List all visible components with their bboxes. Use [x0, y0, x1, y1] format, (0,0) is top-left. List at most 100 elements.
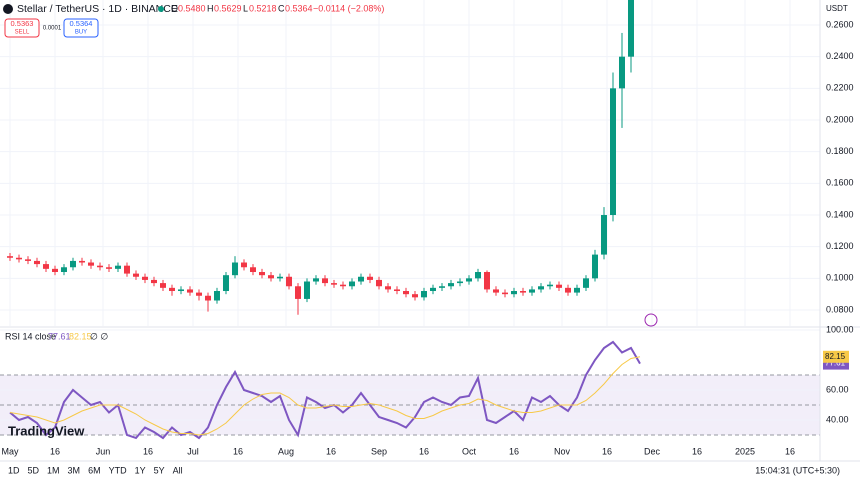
clock: 15:04:31 (UTC+5:30)	[755, 465, 840, 475]
candle-body	[384, 286, 391, 290]
x-tick-label: Jun	[96, 446, 111, 456]
x-tick-label: 16	[50, 446, 60, 456]
buy-label: BUY	[75, 30, 87, 36]
value-badge-label: 77.61	[825, 359, 846, 368]
range-button[interactable]: 5Y	[154, 465, 165, 475]
x-tick-label: Sep	[371, 446, 387, 456]
candle-body	[276, 276, 283, 279]
candle-body	[528, 289, 535, 293]
event-icon[interactable]	[644, 313, 658, 327]
candle-body	[339, 284, 346, 287]
candle-body	[258, 272, 265, 276]
range-button[interactable]: 6M	[88, 465, 101, 475]
candle-body	[330, 283, 337, 285]
y-tick-label: 0.1800	[826, 146, 854, 156]
candle-body	[132, 273, 139, 277]
candle-body	[627, 0, 634, 57]
y-tick-label: 0.1000	[826, 273, 854, 283]
symbol-icon	[3, 4, 13, 14]
brand: TradingView	[8, 423, 85, 438]
rsi-line	[9, 356, 641, 436]
candle-body	[177, 289, 184, 292]
candle-body	[366, 276, 373, 280]
candle-body	[393, 289, 400, 292]
range-button[interactable]: YTD	[109, 465, 128, 475]
y-tick-label: 60.00	[826, 384, 849, 394]
range-button[interactable]: All	[173, 465, 183, 475]
x-tick-label: 16	[233, 446, 243, 456]
range-button[interactable]: 3M	[68, 465, 81, 475]
candle-body	[51, 268, 58, 273]
x-tick-label: May	[1, 446, 19, 456]
candle-body	[546, 284, 553, 287]
null-marks: ∅ ∅	[90, 331, 108, 341]
candle-body	[195, 292, 202, 296]
rsi-ma-value: 82.15	[69, 331, 92, 341]
status-dot	[158, 6, 164, 12]
range-button[interactable]: 1M	[47, 465, 60, 475]
y-tick-label: 40.00	[826, 414, 849, 424]
candle-body	[564, 287, 571, 293]
candle-body	[600, 215, 607, 255]
y-tick-label: 0.1600	[826, 178, 854, 188]
candle-body	[6, 256, 13, 258]
y-tick-label: 0.2200	[826, 83, 854, 93]
candle-body	[222, 275, 229, 292]
value-badge-label: 82.15	[825, 352, 846, 361]
candle-body	[159, 283, 166, 288]
rsi-pane	[0, 329, 820, 440]
price-pane	[0, 0, 820, 326]
y-tick-label: 0.2000	[826, 114, 854, 124]
candle-body	[96, 265, 103, 268]
candle-body	[231, 262, 238, 276]
buy-button[interactable]	[63, 18, 99, 38]
y-tick-label: 100.00	[826, 324, 854, 334]
candle-body	[60, 267, 67, 273]
ohlc-c-val: 0.5364	[285, 3, 313, 13]
y-tick-label: 0.2600	[826, 19, 854, 29]
x-tick-label: Nov	[554, 446, 571, 456]
range-button[interactable]: 1D	[8, 465, 20, 475]
ohlc-l-val: 0.5218	[249, 3, 277, 13]
range-button[interactable]: 1Y	[135, 465, 146, 475]
buy-price: 0.5364	[70, 19, 93, 28]
candle-body	[186, 289, 193, 293]
candle-body	[294, 286, 301, 299]
sell-price: 0.5363	[11, 19, 34, 28]
candle-body	[114, 265, 121, 269]
symbol: Stellar / TetherUS · 1D · BINANCE	[17, 3, 178, 15]
candle-body	[582, 278, 589, 288]
candle-body	[303, 281, 310, 299]
candle-body	[591, 254, 598, 279]
candle-body	[474, 272, 481, 279]
candle-body	[555, 284, 562, 288]
x-tick-label: 16	[326, 446, 336, 456]
candle-body	[141, 276, 148, 280]
value-badge	[823, 350, 849, 363]
candle-body	[465, 278, 472, 282]
candle-body	[501, 292, 508, 295]
candle-body	[312, 278, 319, 282]
x-tick-label: Jul	[187, 446, 199, 456]
spread: 0.0001	[43, 26, 62, 32]
candle-body	[285, 276, 292, 287]
currency: USDT	[826, 4, 848, 13]
rsi-title: RSI 14 close	[5, 331, 56, 341]
change: −0.0114 (−2.08%)	[313, 3, 384, 13]
candle-body	[240, 262, 247, 268]
candle-body	[33, 260, 40, 265]
range-button[interactable]: 5D	[28, 465, 40, 475]
candle-body	[42, 264, 49, 269]
candle-body	[510, 291, 517, 295]
sell-label: SELL	[15, 30, 30, 36]
x-tick-label: 16	[509, 446, 519, 456]
candle-body	[483, 272, 490, 290]
rsi-value: 77.61	[48, 331, 71, 341]
sell-button[interactable]	[4, 18, 40, 38]
y-tick-label: 0.2400	[826, 51, 854, 61]
x-tick-label: 16	[419, 446, 429, 456]
x-tick-label: 16	[785, 446, 795, 456]
candle-body	[438, 286, 445, 288]
candle-body	[618, 56, 625, 89]
